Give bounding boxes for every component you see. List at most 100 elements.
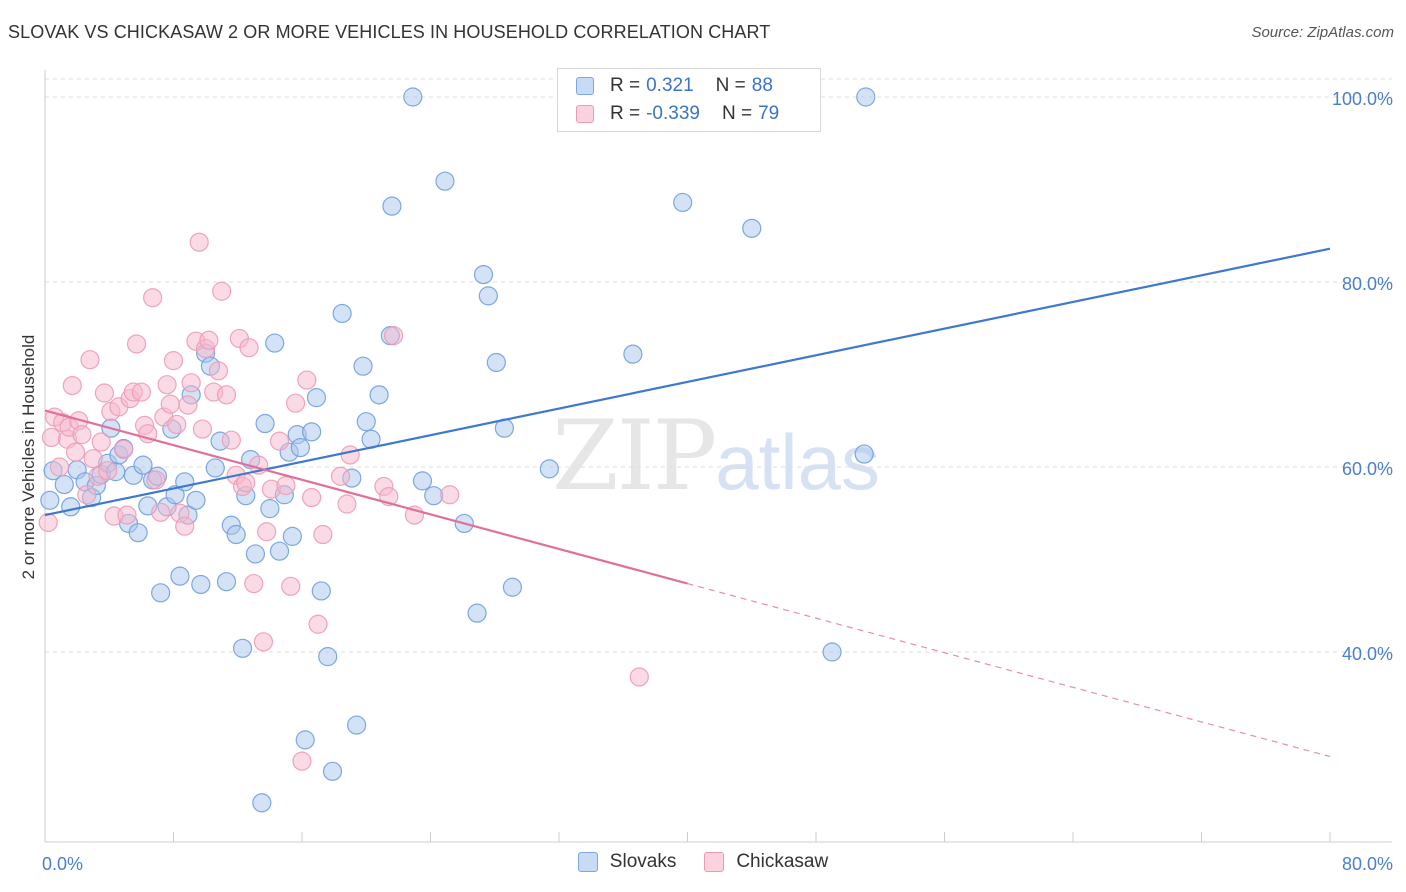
point-chickasaw [131,382,151,402]
series-label-slovaks: Slovaks [609,851,677,872]
point-slovaks [623,344,643,364]
point-slovaks [282,526,302,546]
point-chickasaw [72,425,92,445]
point-chickasaw [151,502,171,522]
point-chickasaw [189,232,209,252]
point-slovaks [353,356,373,376]
y-axis-label: 2 or more Vehicles in Household [19,335,38,580]
point-slovaks [478,286,498,306]
point-chickasaw [330,466,351,486]
y-tick-label: 100.0% [1332,89,1393,109]
point-slovaks [40,490,60,510]
trend-line-extension-chickasaw [687,582,1331,758]
series-legend-chickasaw: Chickasaw [704,851,828,873]
point-slovaks [151,583,171,603]
point-chickasaw [41,427,62,447]
point-slovaks [205,458,225,478]
point-chickasaw [94,383,115,403]
point-chickasaw [65,442,86,462]
point-slovaks [322,761,343,781]
zipatlas-watermark: ZIPatlas [552,400,880,512]
point-slovaks [311,581,331,601]
point-chickasaw [49,457,70,477]
point-slovaks [382,196,402,216]
point-slovaks [473,265,494,285]
point-chickasaw [216,385,237,405]
point-slovaks [186,490,206,510]
point-chickasaw [281,576,301,596]
chart-title: SLOVAK VS CHICKASAW 2 OR MORE VEHICLES I… [8,22,771,42]
y-tick-label: 80.0% [1342,274,1393,294]
point-chickasaw [62,376,82,396]
series-legend: Slovaks Chickasaw [0,851,1406,873]
point-chickasaw [308,614,328,634]
point-slovaks [216,572,237,592]
point-slovaks [269,541,290,561]
legend-n-label: N = [715,75,746,96]
point-chickasaw [157,375,177,395]
point-slovaks [403,87,423,107]
point-slovaks [854,444,874,464]
point-chickasaw [98,461,118,481]
point-chickasaw [163,351,184,371]
point-chickasaw [91,432,111,452]
trend-line-slovaks [44,247,1331,517]
y-tick-label: 60.0% [1342,459,1393,479]
point-slovaks [191,574,211,595]
point-chickasaw [276,475,296,496]
point-chickasaw [629,667,649,687]
point-chickasaw [208,361,229,381]
point-slovaks [226,524,246,545]
legend-row-chickasaw: R = -0.339 N = 79 [576,101,779,127]
point-slovaks [539,459,559,479]
point-slovaks [265,333,285,353]
point-slovaks [424,486,444,506]
point-slovaks [318,647,338,667]
point-slovaks [165,485,185,505]
point-slovaks [332,303,352,324]
point-chickasaw [192,419,213,439]
point-slovaks [673,192,693,213]
trend-lines [44,247,1331,758]
point-slovaks [128,523,148,543]
point-slovaks [54,474,74,495]
gridlines [45,78,1392,653]
point-chickasaw [313,524,333,545]
watermark-atlas: atlas [715,418,880,506]
point-slovaks [369,385,389,405]
point-slovaks [822,642,842,662]
point-chickasaw [117,505,137,525]
point-chickasaw [138,424,158,444]
watermark-zip: ZIP [552,400,717,512]
point-chickasaw [257,522,277,542]
legend-swatch-chickasaw [576,105,594,123]
point-slovaks [502,577,523,597]
point-slovaks [742,218,762,238]
point-slovaks [412,471,433,491]
point-slovaks [170,566,190,586]
legend-r-value: 0.321 [646,75,694,96]
point-slovaks [306,388,327,408]
point-chickasaw [236,473,256,493]
x-tick-label-max: 80.0% [1342,854,1393,874]
point-slovaks [295,730,315,750]
series-label-chickasaw: Chickasaw [736,851,829,872]
point-chickasaw [244,573,264,594]
data-points [38,87,876,813]
point-chickasaw [178,395,198,415]
legend-swatch-slovaks [576,77,594,95]
point-slovaks [61,497,81,517]
point-chickasaw [199,330,219,350]
point-slovaks [356,412,376,432]
point-chickasaw [175,516,195,536]
series-legend-slovaks: Slovaks [577,851,677,873]
legend-r-label: R = [610,75,641,96]
series-swatch-slovaks [577,852,598,872]
point-chickasaw [167,414,187,435]
point-chickasaw [146,470,166,490]
point-chickasaw [80,350,100,370]
chart-source: Source: ZipAtlas.com [1251,24,1394,41]
point-slovaks [290,437,310,458]
legend-n-label: N = [721,103,753,124]
